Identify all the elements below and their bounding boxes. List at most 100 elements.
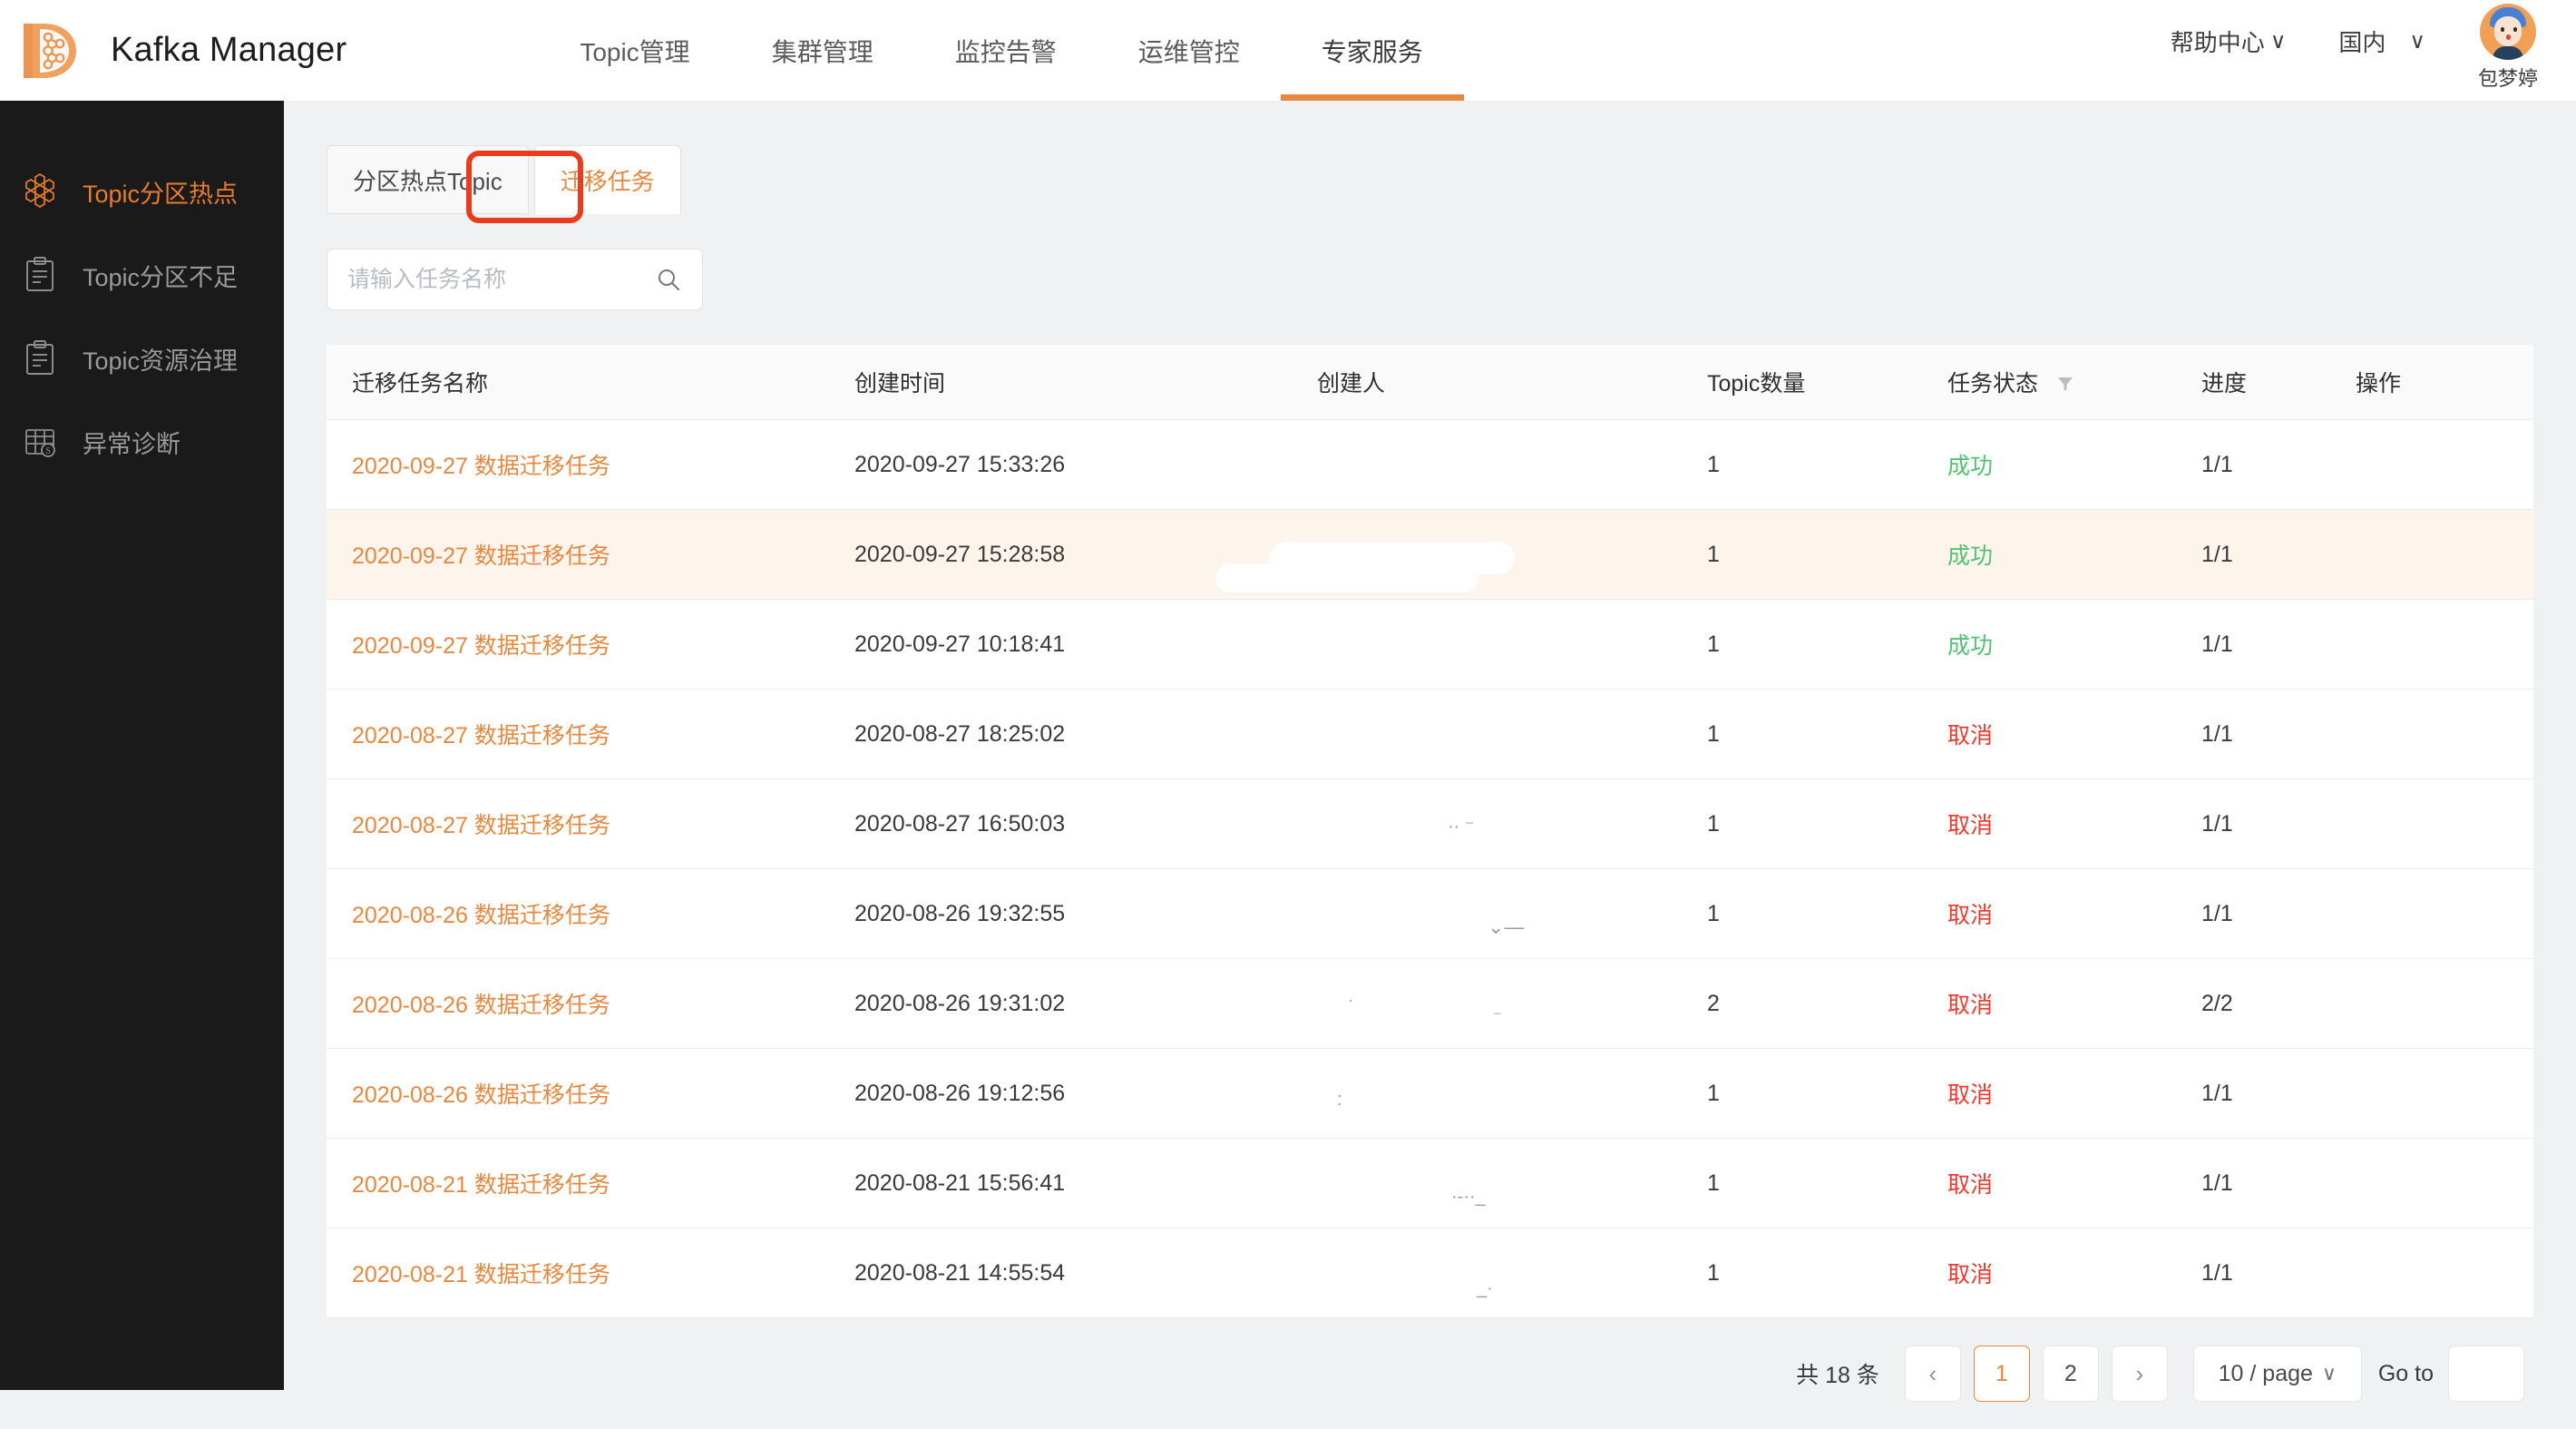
sidebar-item-anomaly-diagnosis[interactable]: S 异常诊断 [0, 400, 284, 484]
main-nav: Topic管理 集群管理 监控告警 运维管控 专家服务 [539, 0, 1464, 101]
nav-label: 监控告警 [954, 37, 1057, 66]
nav-item-topic-guanli[interactable]: Topic管理 [539, 0, 730, 101]
tab-label: 迁移任务 [560, 167, 655, 195]
sidebar-item-label: 异常诊断 [83, 430, 181, 458]
sidebar-item-topic-partition-hotspot[interactable]: Topic分区热点 [0, 150, 284, 233]
pagination-prev-button[interactable]: ‹ [1904, 1346, 1961, 1402]
sidebar-item-label: Topic分区不足 [83, 263, 239, 291]
nav-item-zhuanjia-fuwu[interactable]: 专家服务 [1280, 0, 1464, 101]
pagination-next-button[interactable]: › [2111, 1346, 2168, 1402]
col-header-creator: 创建人 [1317, 371, 1386, 396]
table-row[interactable]: 2020-09-27 数据迁移任务 2020-09-27 10:18:41 ⌣ … [327, 600, 2533, 690]
sidebar-item-label: Topic资源治理 [83, 347, 239, 375]
migration-task-table: 迁移任务名称 创建时间 创建人 Topic数量 任务状态 进度 操作 2020-… [327, 345, 2533, 1318]
cell-task-name[interactable]: 2020-09-27 数据迁移任务 [352, 633, 610, 659]
table-row[interactable]: 2020-08-21 数据迁移任务 2020-08-21 14:55:54 _·… [327, 1228, 2533, 1318]
col-header-task-name: 迁移任务名称 [352, 371, 489, 396]
tab-partition-hotspot-topic[interactable]: 分区热点Topic [327, 145, 529, 214]
cell-task-status: 取消 [1947, 723, 1994, 749]
cell-topic-count: 1 [1707, 541, 1720, 567]
pagination-page-1[interactable]: 1 [1973, 1346, 2030, 1402]
pagination-goto-input[interactable] [2448, 1346, 2524, 1402]
cell-topic-count: 1 [1707, 1080, 1720, 1106]
avatar [2479, 4, 2536, 60]
sidebar-item-label: Topic分区热点 [83, 180, 239, 208]
search-input[interactable] [347, 266, 655, 293]
nav-label: Topic管理 [580, 37, 690, 66]
cell-task-name[interactable]: 2020-08-21 数据迁移任务 [352, 1262, 610, 1287]
cell-task-name[interactable]: 2020-09-27 数据迁移任务 [352, 543, 610, 569]
cell-create-time: 2020-08-21 15:56:41 [854, 1170, 1066, 1196]
cell-create-time: 2020-08-26 19:31:02 [854, 990, 1066, 1016]
header-right: 帮助中心 ∨ 国内 ∨ 包梦婷 [2171, 0, 2576, 101]
cell-progress: 1/1 [2201, 1080, 2233, 1106]
cell-task-name[interactable]: 2020-08-27 数据迁移任务 [352, 813, 610, 838]
cell-topic-count: 1 [1707, 810, 1720, 837]
cell-progress: 1/1 [2201, 1170, 2233, 1196]
cell-task-name[interactable]: 2020-08-27 数据迁移任务 [352, 723, 610, 749]
region-menu[interactable]: 国内 ∨ [2338, 0, 2425, 82]
cell-topic-count: 1 [1707, 1259, 1720, 1286]
sidebar-item-topic-resource-governance[interactable]: Topic资源治理 [0, 317, 284, 400]
sidebar-item-topic-partition-insufficient[interactable]: Topic分区不足 [0, 233, 284, 317]
cell-task-name[interactable]: 2020-08-21 数据迁移任务 [352, 1172, 610, 1198]
region-label: 国内 [2338, 28, 2386, 56]
tab-migration-task[interactable]: 迁移任务 [533, 145, 681, 214]
table-row[interactable]: 2020-09-27 数据迁移任务 2020-09-27 15:33:26 ~_… [327, 420, 2533, 510]
page-size-label: 10 / page [2218, 1360, 2313, 1386]
cell-progress: 1/1 [2201, 810, 2233, 837]
main-content: 分区热点Topic 迁移任务 迁移任务名称 创建时间 创建人 Topic数量 [284, 101, 2576, 1402]
kafka-d-logo-icon [16, 20, 82, 82]
table-row[interactable]: 2020-08-26 数据迁移任务 2020-08-26 19:12:56 : … [327, 1049, 2533, 1139]
table-row[interactable]: 2020-08-27 数据迁移任务 2020-08-27 18:25:02 1 … [327, 690, 2533, 779]
col-header-progress: 进度 [2201, 371, 2248, 396]
search-area [327, 249, 2533, 310]
col-header-create-time: 创建时间 [854, 371, 946, 396]
cell-create-time: 2020-09-27 15:33:26 [854, 451, 1066, 477]
user-menu[interactable]: 包梦婷 [2478, 4, 2538, 92]
pagination-page-2[interactable]: 2 [2042, 1346, 2099, 1402]
chevron-down-icon: ∨ [2269, 28, 2287, 54]
clipboard-icon [16, 251, 63, 299]
nav-item-yunwei-guankong[interactable]: 运维管控 [1098, 0, 1281, 101]
col-header-topic-count: Topic数量 [1707, 371, 1806, 396]
app-header: Kafka Manager Topic管理 集群管理 监控告警 运维管控 专家服… [0, 0, 2576, 101]
help-center-label: 帮助中心 [2170, 28, 2265, 56]
cell-topic-count: 1 [1707, 900, 1720, 926]
table-row[interactable]: 2020-08-26 数据迁移任务 2020-08-26 19:32:55 ⌄—… [327, 869, 2533, 959]
cell-task-name[interactable]: 2020-09-27 数据迁移任务 [352, 454, 610, 479]
nav-item-jiqun-guanli[interactable]: 集群管理 [731, 0, 914, 101]
cell-create-time: 2020-08-26 19:32:55 [854, 900, 1066, 926]
cell-topic-count: 1 [1707, 1170, 1720, 1196]
search-icon[interactable] [655, 266, 682, 293]
brand[interactable]: Kafka Manager [0, 0, 346, 101]
cell-progress: 2/2 [2201, 990, 2233, 1016]
cell-task-name[interactable]: 2020-08-26 数据迁移任务 [352, 1082, 610, 1108]
table-row[interactable]: 2020-08-27 数据迁移任务 2020-08-27 16:50:03 ··… [327, 779, 2533, 869]
cell-task-status: 成功 [1947, 454, 1994, 479]
cell-topic-count: 2 [1707, 990, 1720, 1016]
page-size-select[interactable]: 10 / page ∨ [2192, 1346, 2362, 1402]
clipboard-icon [16, 335, 63, 382]
cell-create-time: 2020-08-26 19:12:56 [854, 1080, 1066, 1106]
chevron-down-icon: ∨ [2409, 28, 2425, 54]
cell-task-name[interactable]: 2020-08-26 数据迁移任务 [352, 903, 610, 928]
table-row[interactable]: 2020-08-26 数据迁移任务 2020-08-26 19:31:02 · … [327, 959, 2533, 1049]
user-name: 包梦婷 [2477, 67, 2538, 90]
cell-task-status: 成功 [1947, 543, 1994, 569]
brand-title: Kafka Manager [111, 31, 347, 69]
cell-task-name[interactable]: 2020-08-26 数据迁移任务 [352, 993, 610, 1018]
nav-item-jiankong-gaojing[interactable]: 监控告警 [914, 0, 1098, 101]
cell-task-status: 取消 [1947, 1172, 1994, 1198]
cell-task-status: 取消 [1947, 1262, 1994, 1287]
cell-create-time: 2020-08-27 16:50:03 [854, 810, 1066, 837]
help-center-menu[interactable]: 帮助中心 ∨ [2171, 0, 2287, 82]
table-row[interactable]: 2020-09-27 数据迁移任务 2020-09-27 15:28:58 1 … [327, 510, 2533, 600]
cell-task-status: 取消 [1947, 1082, 1994, 1108]
table-row[interactable]: 2020-08-21 数据迁移任务 2020-08-21 15:56:41 ·-… [327, 1139, 2533, 1228]
search-box[interactable] [327, 249, 703, 310]
cell-create-time: 2020-09-27 15:28:58 [854, 541, 1066, 567]
funnel-filter-icon[interactable] [2056, 373, 2074, 399]
tab-label: 分区热点Topic [353, 167, 503, 195]
col-header-operation: 操作 [2356, 371, 2402, 396]
